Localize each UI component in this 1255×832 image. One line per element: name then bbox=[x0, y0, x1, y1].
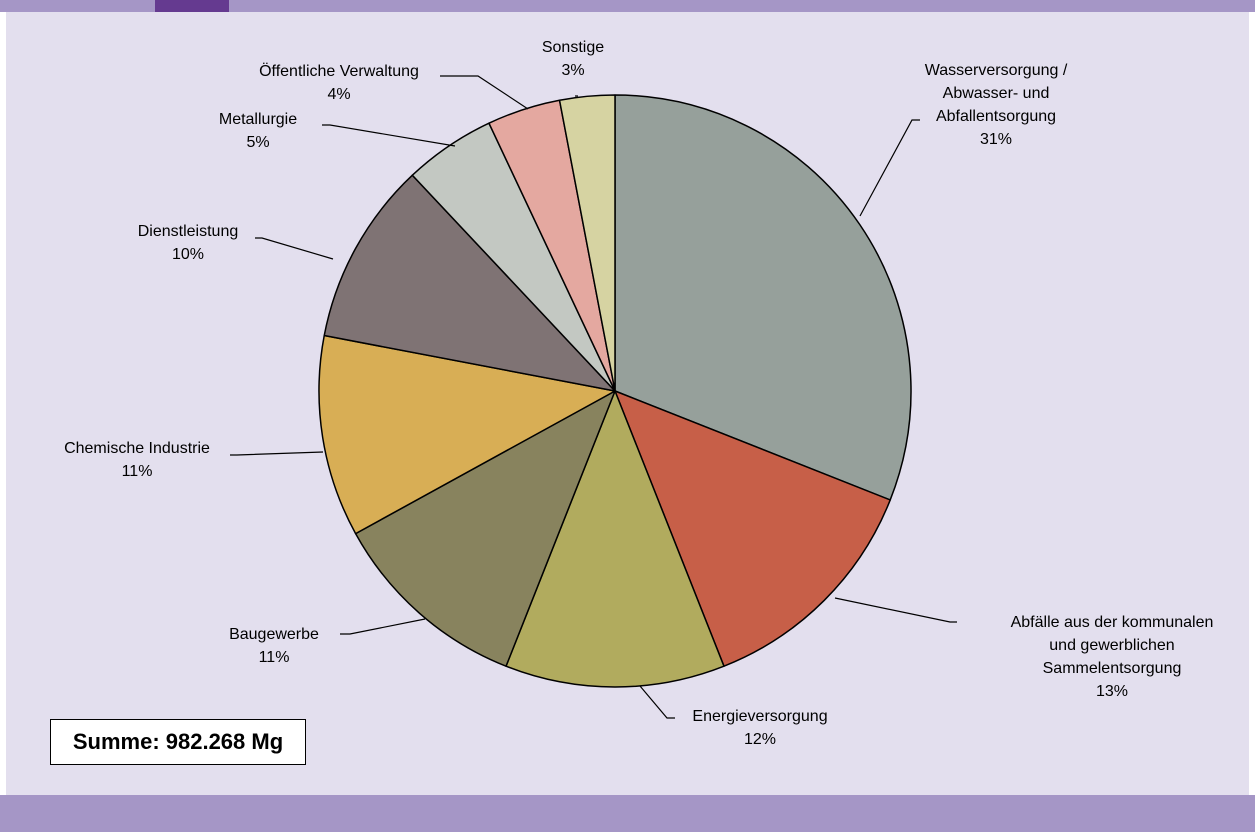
pie-slice bbox=[323, 174, 616, 392]
slice-percent-label: 13% bbox=[1096, 683, 1128, 700]
leader-line bbox=[230, 451, 324, 456]
left-border-strip bbox=[0, 12, 6, 795]
right-border-strip bbox=[1249, 12, 1255, 795]
slice-category-label: Sonstige bbox=[542, 39, 604, 56]
slice-category-label: Abfallentsorgung bbox=[936, 108, 1056, 125]
total-sum-box: Summe: 982.268 Mg bbox=[50, 719, 306, 765]
top-accent-tab bbox=[155, 0, 229, 12]
leader-line bbox=[639, 685, 675, 719]
pie-slice bbox=[354, 390, 616, 667]
slice-percent-label: 4% bbox=[327, 86, 350, 103]
slice-percent-label: 11% bbox=[259, 649, 290, 666]
leader-line bbox=[859, 119, 920, 217]
slice-category-label: Öffentliche Verwaltung bbox=[259, 62, 419, 80]
leader-line bbox=[440, 75, 529, 110]
bottom-band bbox=[0, 795, 1255, 832]
slice-category-label: und gewerblichen bbox=[1049, 637, 1174, 654]
slice-category-label: Sammelentsorgung bbox=[1043, 660, 1182, 677]
slice-category-label: Wasserversorgung / bbox=[925, 62, 1068, 79]
slice-category-label: Abwasser- und bbox=[943, 85, 1050, 102]
pie-slice bbox=[318, 334, 616, 535]
leader-line bbox=[322, 124, 456, 147]
pie-slice bbox=[558, 94, 616, 392]
slice-category-label: Metallurgie bbox=[219, 111, 297, 128]
leader-line bbox=[834, 597, 957, 623]
slice-percent-label: 12% bbox=[744, 731, 776, 748]
pie-slice bbox=[505, 390, 725, 688]
pie-slice bbox=[614, 390, 891, 667]
slice-percent-label: 10% bbox=[172, 246, 204, 263]
slice-percent-label: 31% bbox=[980, 131, 1012, 148]
slice-percent-label: 5% bbox=[246, 134, 269, 151]
slice-category-label: Abfälle aus der kommunalen bbox=[1011, 614, 1214, 631]
leader-line bbox=[255, 237, 334, 260]
slice-percent-label: 11% bbox=[122, 463, 153, 480]
top-band bbox=[0, 0, 1255, 12]
pie-slice bbox=[614, 94, 912, 501]
leader-line bbox=[340, 618, 426, 635]
slice-category-label: Dienstleistung bbox=[138, 223, 239, 240]
slice-category-label: Baugewerbe bbox=[229, 626, 319, 643]
slice-category-label: Chemische Industrie bbox=[64, 440, 210, 457]
slice-percent-label: 3% bbox=[561, 62, 584, 79]
slice-category-label: Energieversorgung bbox=[692, 708, 827, 725]
